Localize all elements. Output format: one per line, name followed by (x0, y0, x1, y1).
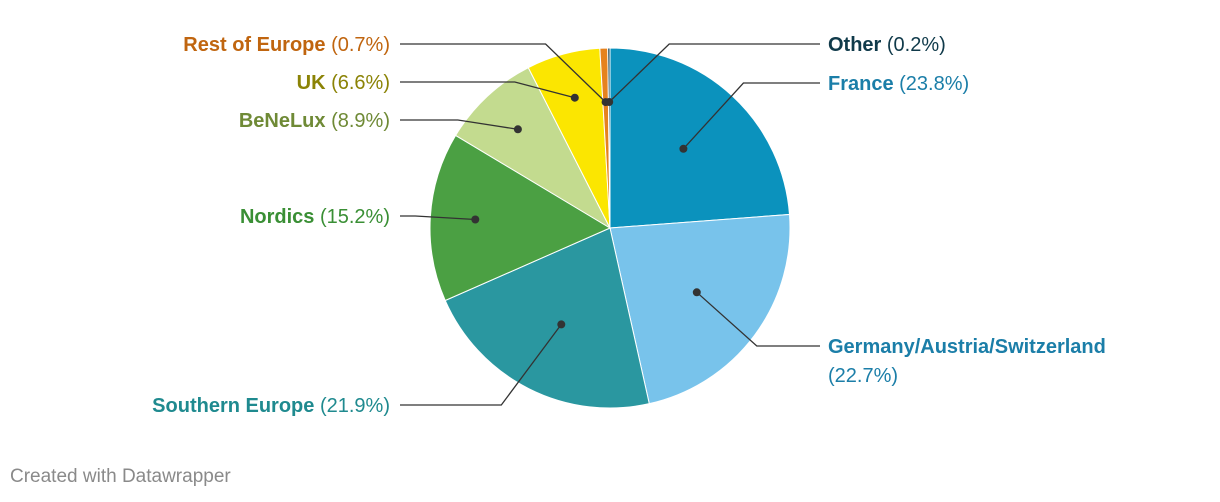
slice-other (607, 47, 611, 229)
leader-dot-nordics (471, 215, 480, 224)
label-germany-austria-switzerland: Germany/Austria/Switzerland (22.7%) (828, 336, 1106, 387)
leader-line-france (682, 82, 820, 150)
label-other: Other (0.2%) (828, 34, 946, 56)
slice-southern-europe (444, 227, 650, 409)
label-value-france: (23.8%) (894, 73, 970, 95)
label-value-germany-austria-switzerland: (22.7%) (828, 365, 898, 387)
label-name-france: France (828, 73, 894, 95)
label-name-uk: UK (297, 72, 326, 94)
slice-benelux (454, 66, 612, 230)
label-value-other: (0.2%) (881, 34, 945, 56)
leader-line-rest-of-europe (400, 43, 607, 103)
label-benelux: BeNeLux (8.9%) (239, 110, 390, 132)
leader-dot-france (679, 144, 688, 153)
label-value-rest-of-europe: (0.7%) (326, 34, 390, 56)
leader-dot-other (605, 98, 614, 106)
leader-line-other (608, 43, 820, 103)
label-nordics: Nordics (15.2%) (240, 206, 390, 228)
leader-dot-benelux (513, 125, 522, 134)
label-value-southern-europe: (21.9%) (314, 395, 390, 417)
leader-line-nordics (400, 215, 476, 221)
label-rest-of-europe: Rest of Europe (0.7%) (183, 34, 390, 56)
slice-germany-austria-switzerland (609, 213, 791, 405)
label-uk: UK (6.6%) (297, 72, 390, 94)
label-name-benelux: BeNeLux (239, 110, 326, 132)
leader-lines (400, 43, 820, 406)
label-name-germany-austria-switzerland: Germany/Austria/Switzerland (828, 336, 1106, 358)
label-value-benelux: (8.9%) (326, 110, 390, 132)
label-value-uk: (6.6%) (326, 72, 390, 94)
slice-labels: France (23.8%) Germany/Austria/Switzerlan… (152, 34, 1106, 417)
credit-text: Created with Datawrapper (10, 466, 231, 487)
label-name-nordics: Nordics (240, 206, 314, 228)
leader-dot-germany-austria-switzerland (692, 288, 701, 297)
label-southern-europe: Southern Europe (21.9%) (152, 395, 390, 417)
leader-dot-southern-europe (557, 320, 566, 329)
leader-line-uk (400, 81, 575, 99)
label-name-southern-europe: Southern Europe (152, 395, 314, 417)
label-france: France (23.8%) (828, 73, 969, 95)
label-name-rest-of-europe: Rest of Europe (183, 34, 325, 56)
leader-dot-uk (570, 93, 579, 102)
leader-line-germany-austria-switzerland (696, 291, 820, 347)
leader-line-benelux (400, 119, 518, 130)
leader-line-southern-europe (400, 324, 562, 406)
label-value-nordics: (15.2%) (314, 206, 390, 228)
pie-slices (429, 47, 791, 409)
label-name-other: Other (828, 34, 882, 56)
